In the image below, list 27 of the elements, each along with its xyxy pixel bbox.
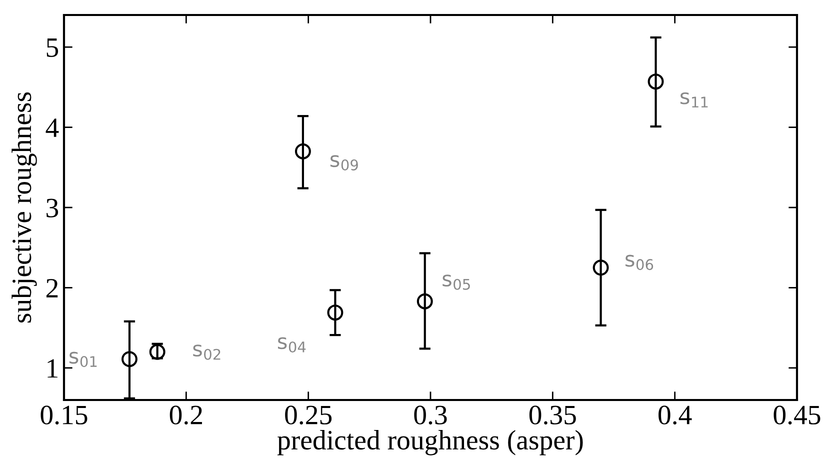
x-tick-label: 0.45 xyxy=(774,406,820,425)
x-tick-label: 0.25 xyxy=(285,406,332,425)
point xyxy=(294,143,311,160)
annotation: s$_{01}$ xyxy=(70,352,97,368)
annotation: s$_{02}$ xyxy=(193,344,220,360)
point xyxy=(121,351,138,368)
x-tick-label: 0.3 xyxy=(414,406,447,425)
x-tick-label: 0.35 xyxy=(529,406,576,425)
y-tick-label: 1 xyxy=(48,359,58,378)
x-tick-label: 0.4 xyxy=(658,406,692,425)
y-tick-label: 3 xyxy=(46,198,58,218)
x-tick-label: 0.15 xyxy=(40,406,88,425)
x-tick-label: 0.2 xyxy=(170,406,202,425)
annotation: s$_{04}$ xyxy=(278,337,306,353)
annotation: s$_{09}$ xyxy=(330,155,358,170)
y-axis-title: subjective roughness xyxy=(12,92,37,322)
y-tick-label: 5 xyxy=(46,38,58,57)
x-axis-title: predicted roughness (asper) xyxy=(277,430,583,456)
point xyxy=(327,304,344,321)
point xyxy=(416,293,433,310)
annotation: s$_{06}$ xyxy=(626,254,654,270)
y-tick-label: 4 xyxy=(46,118,59,137)
annotation: s$_{11}$ xyxy=(680,92,708,108)
annotation: s$_{05}$ xyxy=(442,274,470,290)
point xyxy=(592,260,609,276)
y-tick-label: 2 xyxy=(46,278,58,298)
point xyxy=(648,74,664,90)
